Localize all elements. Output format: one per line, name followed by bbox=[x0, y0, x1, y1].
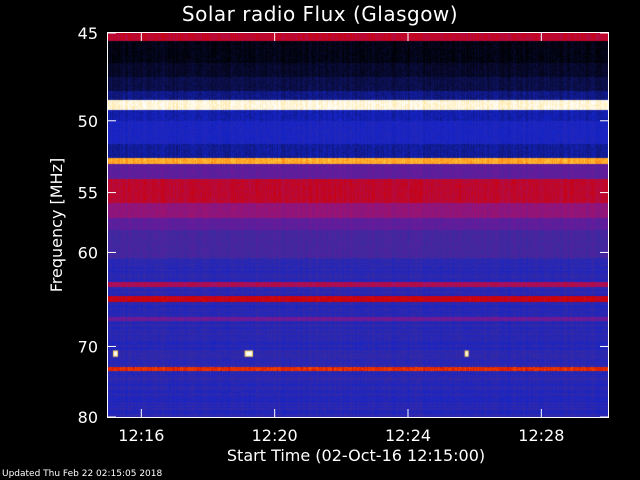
y-tick-label: 50 bbox=[78, 112, 98, 131]
x-tick-label: 12:24 bbox=[385, 426, 431, 445]
plot-area bbox=[107, 32, 609, 418]
y-tick-label: 60 bbox=[78, 243, 98, 262]
y-axis-label: Frequency [MHz] bbox=[47, 158, 66, 292]
spectrogram-heatmap bbox=[108, 33, 608, 417]
chart-title: Solar radio Flux (Glasgow) bbox=[181, 2, 459, 26]
y-tick-label: 55 bbox=[78, 184, 98, 203]
x-tick-label: 12:28 bbox=[518, 426, 564, 445]
y-tick-label: 80 bbox=[78, 408, 98, 427]
x-tick-label: 12:16 bbox=[118, 426, 164, 445]
x-tick-label: 12:20 bbox=[252, 426, 298, 445]
updated-timestamp: Updated Thu Feb 22 02:15:05 2018 bbox=[2, 469, 163, 479]
y-tick-label: 45 bbox=[78, 24, 98, 43]
x-axis-label: Start Time (02-Oct-16 12:15:00) bbox=[227, 446, 485, 465]
y-tick-label: 70 bbox=[78, 337, 98, 356]
